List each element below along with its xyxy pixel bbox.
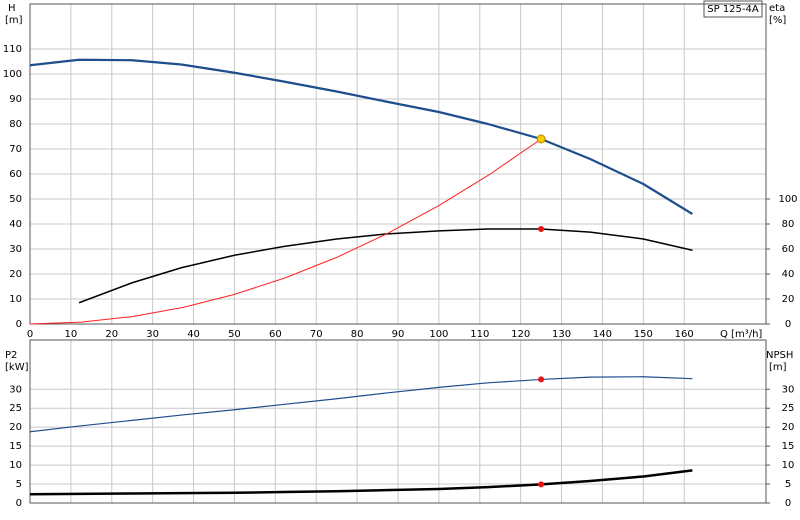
duty-point: [536, 134, 546, 144]
curve: [29, 138, 542, 325]
plot-frame: [29, 339, 767, 504]
y2-tick-label: 40: [782, 269, 795, 280]
title-box: [703, 0, 763, 18]
x-tick-label: 40: [187, 329, 200, 340]
y-tick-label: 25: [9, 403, 22, 414]
y2-tick-label: 60: [782, 244, 795, 255]
x-tick-label: 90: [392, 329, 405, 340]
x-tick-label: 100: [429, 329, 448, 340]
x-tick-label: 60: [269, 329, 282, 340]
y-tick-label: 10: [9, 294, 22, 305]
curve: [78, 228, 693, 304]
y2-tick-label: 20: [782, 422, 795, 433]
y-label: P2: [5, 350, 17, 361]
x-tick-label: 20: [105, 329, 118, 340]
x-label: Q [m³/h]: [720, 329, 762, 340]
duty-point: [538, 481, 545, 488]
y-label: H: [8, 3, 16, 14]
y-tick-label: 0: [16, 498, 22, 509]
y-tick-label: 60: [9, 169, 22, 180]
x-tick-label: 130: [552, 329, 571, 340]
x-tick-label: 110: [470, 329, 489, 340]
duty-point: [538, 226, 545, 232]
y2-tick-label: 5: [785, 479, 791, 490]
x-tick-label: 30: [146, 329, 159, 340]
y-tick-label: 70: [9, 144, 22, 155]
y-tick-label: 20: [9, 269, 22, 280]
x-tick-label: 10: [65, 329, 78, 340]
curve: [29, 376, 693, 433]
curve: [29, 469, 693, 496]
plot-frame: [29, 3, 767, 325]
x-tick-label: 50: [228, 329, 241, 340]
y2-tick-label: 10: [782, 460, 795, 471]
y2-tick-label: 100: [778, 194, 797, 205]
y2-tick-label: 0: [785, 498, 791, 509]
y-tick-label: 30: [9, 384, 22, 395]
y2-label: NPSH: [766, 350, 793, 361]
y2-unit: [m]: [769, 362, 787, 373]
y-tick-label: 110: [3, 44, 22, 55]
y-tick-label: 90: [9, 94, 22, 105]
y-tick-label: 30: [9, 244, 22, 255]
x-tick-label: 150: [634, 329, 653, 340]
y2-tick-label: 15: [782, 441, 795, 452]
y-tick-label: 20: [9, 422, 22, 433]
x-tick-label: 160: [675, 329, 694, 340]
y2-tick-label: 80: [782, 219, 795, 230]
y2-tick-label: 0: [785, 319, 791, 330]
x-tick-label: 140: [593, 329, 612, 340]
y2-unit: [%]: [769, 15, 786, 26]
y2-tick-label: 30: [782, 384, 795, 395]
duty-point: [538, 376, 545, 383]
y-tick-label: 0: [16, 319, 22, 330]
x-tick-label: 70: [310, 329, 323, 340]
y-tick-label: 5: [16, 479, 22, 490]
y-tick-label: 100: [3, 69, 22, 80]
y-tick-label: 50: [9, 194, 22, 205]
chart-title: SP 125-4A: [707, 4, 759, 15]
y-unit: [m]: [5, 15, 23, 26]
y-tick-label: 15: [9, 441, 22, 452]
y2-tick-label: 25: [782, 403, 795, 414]
y-tick-label: 10: [9, 460, 22, 471]
y-tick-label: 80: [9, 119, 22, 130]
curve: [29, 58, 693, 215]
x-tick-label: 0: [27, 329, 33, 340]
x-tick-label: 80: [351, 329, 364, 340]
y2-tick-label: 20: [782, 294, 795, 305]
y2-label: eta: [769, 3, 785, 14]
y-tick-label: 40: [9, 219, 22, 230]
x-tick-label: 120: [511, 329, 530, 340]
y-unit: [kW]: [5, 362, 29, 373]
